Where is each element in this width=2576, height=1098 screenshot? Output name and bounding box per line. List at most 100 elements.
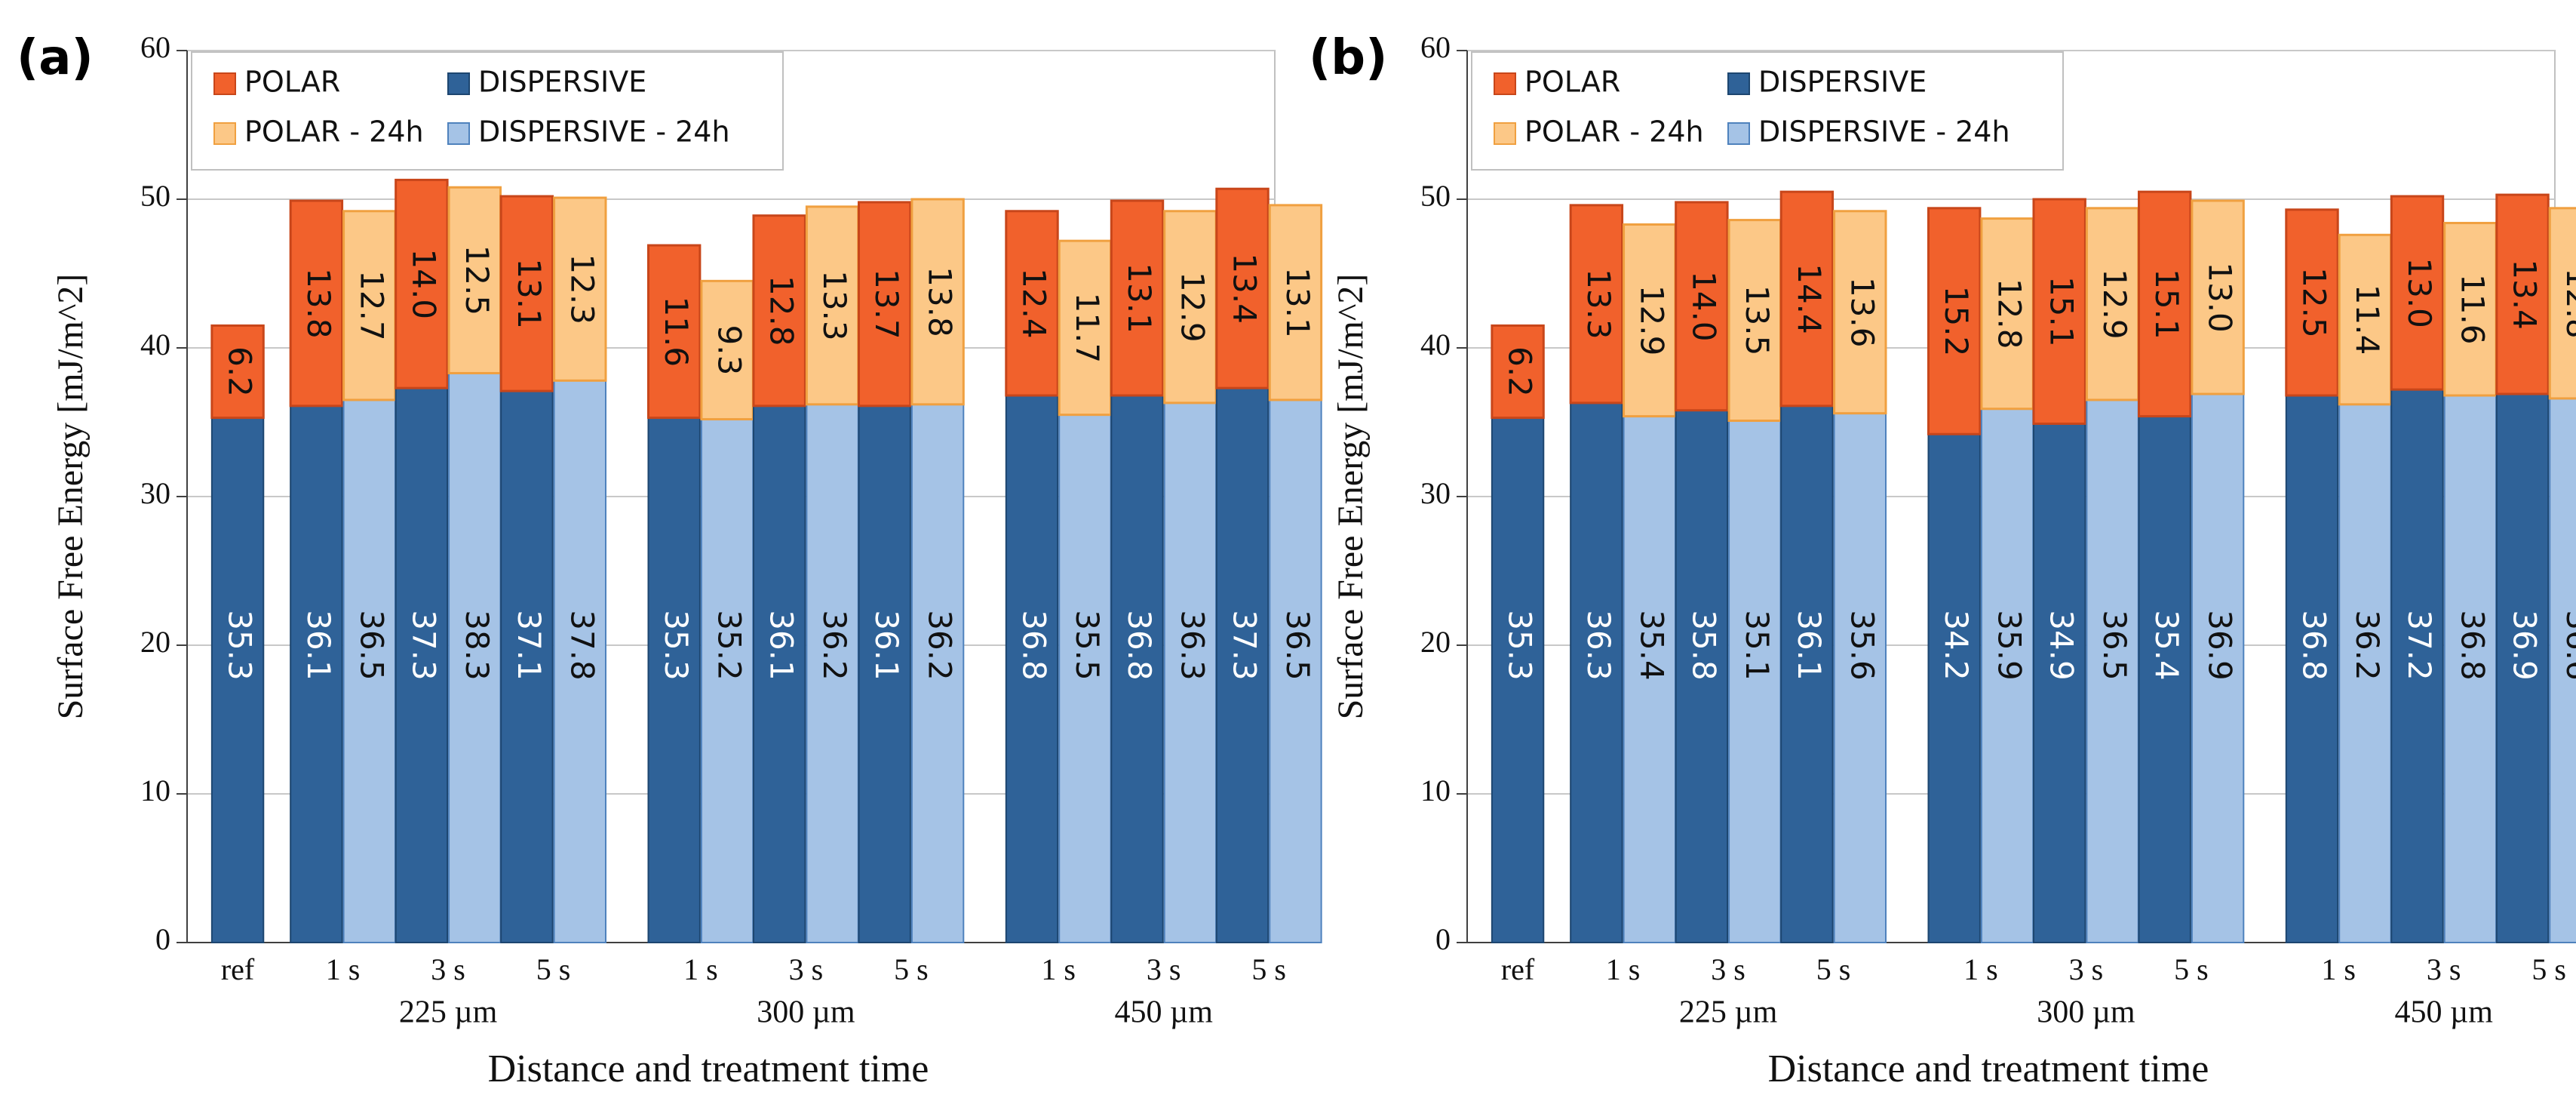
fresh-8-polar-value: 13.0 [2401,257,2438,328]
ref-polar-bar [210,324,265,420]
fresh-8-dispersive-bar [2390,389,2444,943]
fresh-9-polar-value: 13.4 [2507,259,2544,330]
legend-swatch-polar [213,72,236,95]
aged-1-polar-bar [342,210,397,401]
aged-7-dispersive-bar [2338,403,2392,943]
x-tick-label: 1 s [1041,952,1076,986]
aged-8-dispersive-bar [2443,395,2498,943]
aged-8-polar-value: 11.6 [2454,274,2491,345]
fresh-9-polar-bar [1215,187,1270,389]
legend-label-polar-24h: POLAR - 24h [244,115,424,149]
aged-6-dispersive-bar [2191,393,2245,943]
x-tick-label: ref [221,952,255,986]
group-label: 225 µm [1679,995,1778,1030]
x-tick-label: 5 s [2531,952,2566,986]
aged-3-dispersive-value: 37.8 [563,610,600,681]
fresh-8-polar-bar [1110,199,1165,397]
aged-2-dispersive-value: 35.1 [1739,610,1776,681]
legend-label-dispersive-24h: DISPERSIVE - 24h [478,115,730,149]
aged-4-dispersive-value: 35.9 [1991,610,2028,681]
aged-1-polar-value: 12.7 [353,270,390,341]
group-label: 450 µm [2395,995,2494,1030]
aged-2-dispersive-bar [1728,420,1782,943]
aged-8-dispersive-value: 36.3 [1174,610,1211,681]
y-tick-label: 40 [1420,328,1451,361]
aged-3-polar-bar [553,196,607,382]
panel-tag: (a) [17,30,94,86]
x-tick-label: 1 s [1963,952,1998,986]
legend-label-polar: POLAR [244,66,340,99]
aged-4-dispersive-bar [1980,408,2034,943]
fresh-1-dispersive-value: 36.1 [300,610,337,681]
y-tick-label: 0 [155,922,170,956]
fresh-9-dispersive-bar [1215,387,1270,943]
aged-9-dispersive-value: 36.6 [2559,610,2576,681]
fresh-9-polar-value: 13.4 [1227,253,1263,324]
fresh-8-polar-value: 13.1 [1121,263,1158,334]
aged-9-polar-value: 13.1 [1279,267,1316,338]
ref-dispersive-bar [210,417,265,943]
legend: POLAR DISPERSIVE POLAR - 24h DISPERSIVE - 2… [1471,51,2064,171]
aged-1-dispersive-value: 35.4 [1633,610,1670,681]
legend-swatch-dispersive-24h [1727,122,1750,145]
aged-5-polar-value: 13.3 [816,270,853,341]
ref-polar-value: 6.2 [222,346,259,397]
fresh-5-polar-value: 12.8 [763,275,800,346]
x-tick-label: 3 s [789,952,824,986]
legend: POLAR DISPERSIVE POLAR - 24h DISPERSIVE - 2… [191,51,784,171]
aged-2-dispersive-bar [448,372,502,943]
fresh-5-polar-bar [752,214,806,408]
x-axis-title: Distance and treatment time [488,1047,929,1090]
legend-box [1471,51,2064,171]
y-tick-label: 50 [140,179,170,213]
fresh-9-dispersive-bar [2495,393,2550,943]
x-tick-label: 1 s [683,952,718,986]
fresh-8-dispersive-value: 36.8 [1121,610,1158,681]
fresh-2-polar-bar [395,178,449,389]
legend-swatch-dispersive-24h [447,122,470,145]
fresh-6-dispersive-bar [858,404,911,943]
fresh-2-dispersive-bar [1675,409,1729,943]
y-tick-label: 50 [1420,179,1451,213]
aged-2-polar-value: 13.5 [1739,285,1776,356]
aged-3-dispersive-bar [553,380,606,943]
x-tick-label: 1 s [1606,952,1641,986]
x-tick-label: 3 s [1147,952,1181,986]
fresh-5-dispersive-value: 36.1 [763,610,800,681]
fresh-9-dispersive-value: 36.9 [2507,610,2544,681]
x-tick-label: 5 s [2174,952,2209,986]
panel-tag: (b) [1309,30,1387,86]
fresh-3-dispersive-value: 36.1 [1791,610,1828,681]
fresh-4-dispersive-bar [1927,433,1981,943]
aged-6-polar-value: 13.8 [922,266,959,337]
ref-dispersive-value: 35.3 [222,610,259,681]
aged-3-polar-value: 13.6 [1844,277,1881,348]
fresh-7-polar-value: 12.4 [1016,268,1053,339]
aged-3-dispersive-value: 35.6 [1844,610,1881,681]
fresh-1-polar-value: 13.3 [1580,269,1617,340]
legend-swatch-polar [1494,72,1516,95]
group-label: 450 µm [1115,995,1214,1030]
aged-4-polar-value: 12.8 [1991,278,2028,349]
group-label: 300 µm [2037,995,2135,1030]
x-tick-label: 5 s [536,952,571,986]
legend-label-polar: POLAR [1524,66,1620,99]
fresh-4-polar-bar [646,244,702,420]
fresh-6-polar-bar [2137,190,2192,418]
legend-swatch-polar-24h [1494,122,1516,145]
y-tick-label: 20 [140,625,170,659]
fresh-3-dispersive-bar [1780,404,1834,943]
aged-6-dispersive-bar [910,403,965,943]
fresh-9-polar-bar [2495,193,2550,395]
aged-1-dispersive-bar [342,398,396,943]
aged-7-polar-value: 11.4 [2349,284,2386,355]
fresh-7-dispersive-value: 36.8 [2296,610,2333,681]
aged-5-dispersive-bar [806,403,859,943]
y-tick-label: 10 [140,774,170,807]
aged-7-polar-value: 11.7 [1069,293,1106,364]
aged-8-polar-value: 12.9 [1174,272,1211,343]
y-tick-label: 30 [1420,476,1451,510]
group-label: 225 µm [399,995,498,1030]
aged-2-polar-value: 12.5 [459,245,496,316]
aged-4-polar-bar [1980,217,2034,411]
